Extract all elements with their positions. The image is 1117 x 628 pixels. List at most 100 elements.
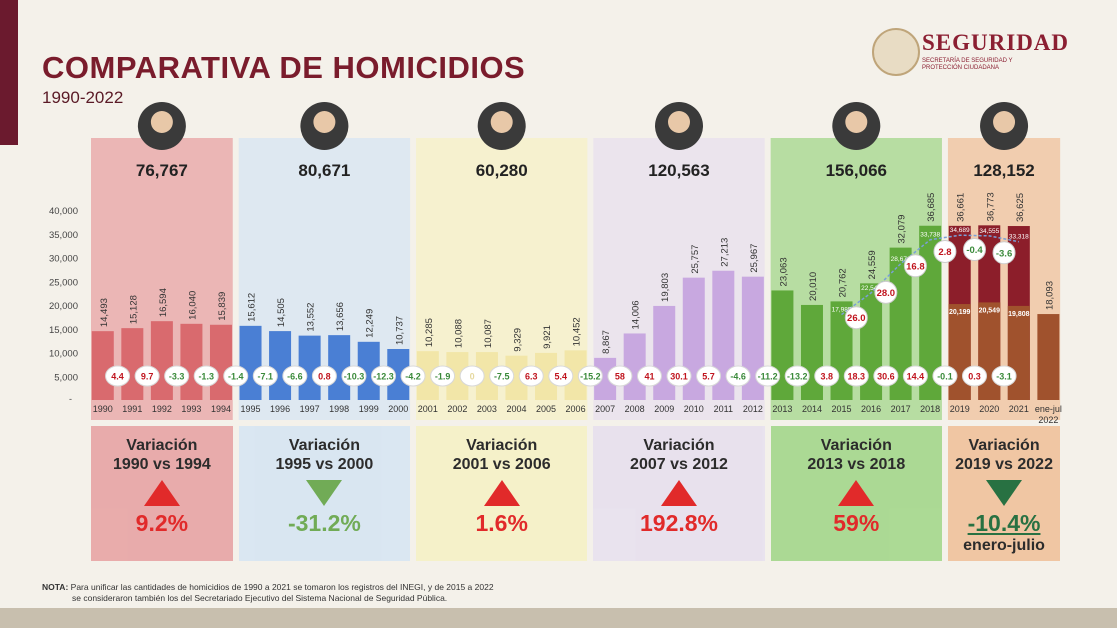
pct-change-badge — [784, 365, 810, 387]
pct-change-badge — [489, 365, 515, 387]
arrow-up-icon — [143, 480, 180, 506]
bar-value-label: 14,006 — [631, 300, 642, 329]
note-label: NOTA: — [42, 582, 69, 592]
y-tick-zero: - — [69, 394, 72, 404]
pct-change-badge — [902, 365, 928, 387]
sesnsp-pct-badge — [903, 254, 927, 278]
variation-label: Variación 2007 vs 2012 — [630, 437, 728, 473]
x-tick-label: 2020 — [979, 404, 999, 414]
sesnsp-pct-badge — [933, 239, 957, 263]
pct-change-label: 18.3 — [848, 372, 866, 382]
bar-2007 — [594, 357, 617, 400]
pct-change-badge — [607, 365, 633, 387]
pct-change-label: 41 — [644, 372, 654, 382]
x-tick-label: 2021 — [1009, 404, 1029, 414]
sesnsp-pct-label: -0.4 — [966, 245, 983, 256]
footnote: NOTA: Para unificar las cantidades de ho… — [42, 582, 494, 604]
bar-2005 — [535, 352, 558, 400]
bar-value-label: 27,213 — [719, 238, 730, 267]
x-tick-label: 2001 — [418, 404, 438, 414]
bar-value-label: 14,493 — [99, 298, 110, 327]
y-tick-label: 30,000 — [49, 254, 78, 265]
sesnsp-value-label: 28,670 — [891, 256, 911, 263]
bar-ene-jul 2022 — [1037, 314, 1060, 400]
y-tick-label: 5,000 — [54, 372, 78, 383]
arrow-up-icon — [838, 480, 875, 506]
x-tick-label: 2011 — [714, 404, 733, 414]
period-total-3: 120,563 — [648, 161, 709, 180]
inegi-overlay-bar — [948, 304, 971, 400]
bar-value-label: 36,773 — [985, 192, 996, 221]
x-tick-label: 2007 — [595, 404, 615, 414]
x-tick-label: 2017 — [891, 404, 911, 414]
sesnsp-pct-badge — [844, 306, 868, 330]
variation-label: Variación 2001 vs 2006 — [452, 437, 551, 473]
pct-change-badge — [400, 365, 426, 387]
pct-change-badge — [164, 365, 190, 387]
pct-change-badge — [459, 365, 485, 387]
bar-value-label: 36,661 — [956, 193, 967, 222]
sesnsp-value-label: 34,555 — [979, 228, 999, 235]
bar-value-label: 10,452 — [572, 317, 583, 346]
pct-change-badge — [577, 365, 603, 387]
note-line1: Para unificar las cantidades de homicidi… — [70, 582, 494, 592]
sesnsp-pct-label: 16.8 — [906, 261, 925, 272]
inegi-overlay-label: 19,808 — [1008, 311, 1030, 318]
pct-change-label: 5.4 — [555, 372, 568, 382]
pct-change-label: -11.2 — [758, 372, 778, 382]
bar-value-label: 25,967 — [749, 244, 760, 273]
bar-2001 — [416, 351, 439, 400]
pct-change-badge — [134, 365, 160, 387]
inegi-overlay-bar — [978, 302, 1001, 400]
sesnsp-pct-label: 26.0 — [847, 313, 866, 324]
bar-2000 — [387, 348, 410, 400]
x-tick-label: 2009 — [654, 404, 674, 414]
x-tick-label: 2015 — [832, 404, 852, 414]
pct-change-badge — [873, 365, 899, 387]
pct-change-label: -1.3 — [198, 372, 214, 382]
bar-value-label: 15,128 — [128, 295, 139, 324]
variation-box-1: Variación 1995 vs 2000 -31.2% — [238, 426, 411, 561]
pct-change-badge — [430, 365, 456, 387]
y-tick-label: 10,000 — [49, 349, 78, 360]
pct-change-badge — [548, 365, 574, 387]
pct-change-label: 0 — [470, 372, 475, 382]
portrait-face-1 — [313, 111, 336, 133]
sesnsp-pct-label: 28.0 — [877, 288, 896, 299]
sesnsp-value-label: 17,985 — [832, 307, 852, 314]
bar-value-label: 36,685 — [926, 193, 937, 222]
pct-change-badge — [341, 365, 367, 387]
variation-box-2: Variación 2001 vs 2006 1.6% — [416, 426, 588, 561]
x-tick-label: 2002 — [447, 404, 467, 414]
x-tick-label: 1993 — [181, 404, 201, 414]
bar-value-label: 12,249 — [365, 309, 376, 338]
pct-change-label: 6.3 — [525, 372, 538, 382]
variation-box-5: Variación 2019 vs 2022 -10.4% enero-julio — [947, 426, 1061, 561]
x-tick-label: 1992 — [152, 404, 172, 414]
bar-value-label: 13,552 — [306, 303, 317, 332]
bar-value-label: 32,079 — [897, 215, 908, 244]
variation-label: Variación 2019 vs 2022 — [955, 437, 1053, 473]
variation-label: Variación 1995 vs 2000 — [275, 437, 374, 473]
sesnsp-pct-badge — [874, 280, 898, 304]
y-tick-label: 35,000 — [49, 230, 78, 241]
x-tick-label: 2013 — [772, 404, 792, 414]
pct-change-label: -3.3 — [169, 372, 185, 382]
variation-value: 9.2% — [135, 510, 189, 536]
pct-change-badge — [814, 365, 840, 387]
x-tick-label: ene-jul — [1035, 404, 1062, 414]
bar-2009 — [653, 305, 676, 400]
pct-change-label: 58 — [615, 372, 625, 382]
sesnsp-value-label: 33,738 — [920, 232, 940, 239]
x-tick-label: 1991 — [122, 404, 142, 414]
pct-change-label: 30.1 — [670, 372, 688, 382]
period-total-0: 76,767 — [136, 161, 188, 180]
bar-value-label: 20,010 — [808, 272, 819, 301]
y-tick-label: 15,000 — [49, 325, 78, 336]
portrait-face-4 — [845, 111, 868, 133]
pct-change-label: 3.8 — [820, 372, 833, 382]
arrow-up-icon — [660, 480, 697, 506]
pct-change-label: 5.7 — [702, 372, 715, 382]
x-tick-label: 1994 — [211, 404, 231, 414]
bar-value-label: 18,093 — [1044, 281, 1055, 310]
